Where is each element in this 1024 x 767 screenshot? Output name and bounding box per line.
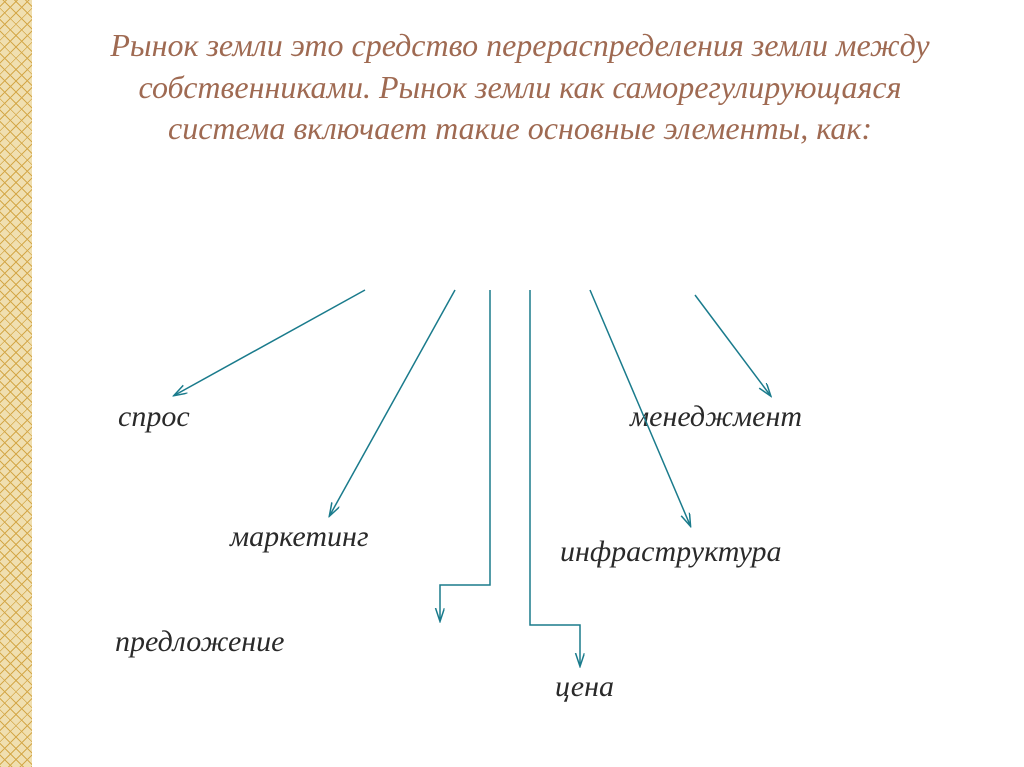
node-marketing: маркетинг — [230, 520, 369, 554]
node-management: менеджмент — [630, 400, 802, 434]
decorative-left-border — [0, 0, 32, 767]
node-infrastructure: инфраструктура — [560, 535, 782, 569]
node-demand: спрос — [118, 400, 190, 434]
node-supply: предложение — [115, 625, 284, 659]
title-text: Рынок земли это средство перераспределен… — [80, 25, 960, 150]
node-price: цена — [555, 670, 614, 704]
